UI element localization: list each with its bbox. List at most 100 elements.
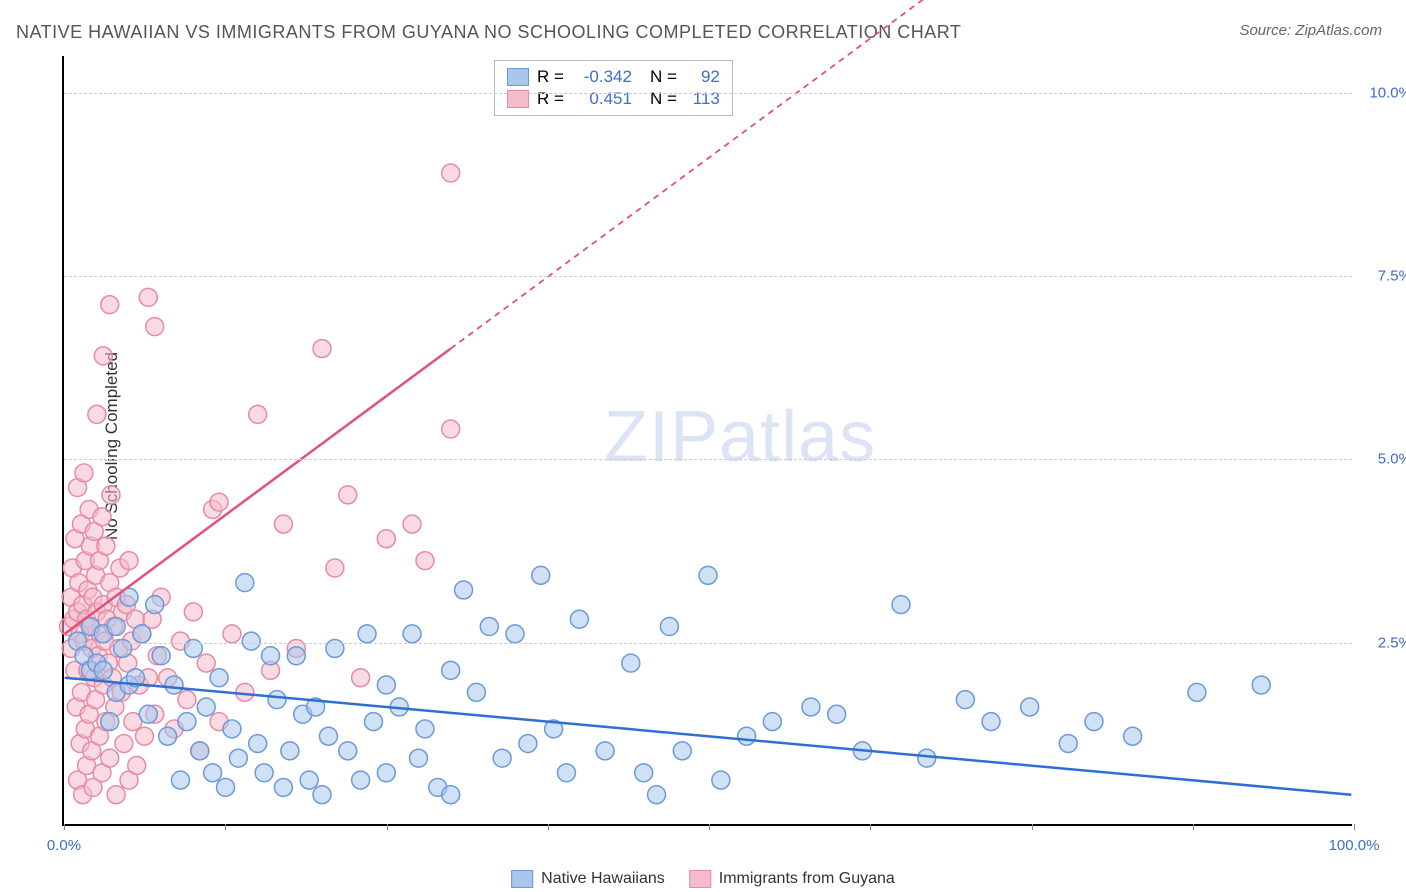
stat-r1: -0.342 bbox=[572, 67, 632, 87]
data-point bbox=[107, 786, 125, 804]
data-point bbox=[403, 625, 421, 643]
data-point bbox=[178, 691, 196, 709]
data-point bbox=[352, 669, 370, 687]
gridline bbox=[64, 276, 1352, 277]
stat-n1: 92 bbox=[685, 67, 720, 87]
scatter-svg bbox=[64, 56, 1352, 824]
data-point bbox=[673, 742, 691, 760]
swatch-series1 bbox=[507, 68, 529, 86]
data-point bbox=[364, 713, 382, 731]
data-point bbox=[274, 778, 292, 796]
data-point bbox=[956, 691, 974, 709]
data-point bbox=[416, 720, 434, 738]
data-point bbox=[102, 486, 120, 504]
data-point bbox=[410, 749, 428, 767]
data-point bbox=[596, 742, 614, 760]
data-point bbox=[101, 749, 119, 767]
x-tick-label: 100.0% bbox=[1329, 837, 1380, 854]
data-point bbox=[699, 566, 717, 584]
data-point bbox=[892, 596, 910, 614]
data-point bbox=[281, 742, 299, 760]
data-point bbox=[217, 778, 235, 796]
trendline-series2-dashed bbox=[451, 0, 1352, 349]
data-point bbox=[139, 288, 157, 306]
data-point bbox=[133, 625, 151, 643]
legend-item-2: Immigrants from Guyana bbox=[689, 870, 895, 888]
x-tick-mark bbox=[548, 824, 549, 830]
y-tick-label: 10.0% bbox=[1357, 84, 1406, 101]
x-tick-label: 0.0% bbox=[47, 837, 81, 854]
data-point bbox=[94, 661, 112, 679]
stat-n-label: N = bbox=[650, 67, 677, 87]
data-point bbox=[262, 647, 280, 665]
data-point bbox=[236, 574, 254, 592]
data-point bbox=[352, 771, 370, 789]
data-point bbox=[442, 420, 460, 438]
data-point bbox=[93, 508, 111, 526]
gridline bbox=[64, 643, 1352, 644]
data-point bbox=[249, 405, 267, 423]
data-point bbox=[152, 647, 170, 665]
stats-legend-box: R = -0.342 N = 92 R = 0.451 N = 113 bbox=[494, 60, 733, 116]
x-tick-mark bbox=[387, 824, 388, 830]
data-point bbox=[184, 603, 202, 621]
data-point bbox=[339, 486, 357, 504]
data-point bbox=[191, 742, 209, 760]
data-point bbox=[918, 749, 936, 767]
legend-label-2: Immigrants from Guyana bbox=[719, 870, 895, 888]
data-point bbox=[255, 764, 273, 782]
data-point bbox=[107, 618, 125, 636]
data-point bbox=[519, 735, 537, 753]
data-point bbox=[660, 618, 678, 636]
x-tick-mark bbox=[870, 824, 871, 830]
y-tick-label: 5.0% bbox=[1357, 451, 1406, 468]
legend-swatch-2 bbox=[689, 870, 711, 888]
data-point bbox=[712, 771, 730, 789]
data-point bbox=[88, 405, 106, 423]
y-tick-label: 7.5% bbox=[1357, 268, 1406, 285]
data-point bbox=[532, 566, 550, 584]
x-tick-mark bbox=[709, 824, 710, 830]
data-point bbox=[223, 625, 241, 643]
data-point bbox=[210, 669, 228, 687]
data-point bbox=[300, 771, 318, 789]
data-point bbox=[455, 581, 473, 599]
data-point bbox=[557, 764, 575, 782]
data-point bbox=[139, 705, 157, 723]
data-point bbox=[416, 552, 434, 570]
data-point bbox=[223, 720, 241, 738]
data-point bbox=[763, 713, 781, 731]
stats-row-1: R = -0.342 N = 92 bbox=[507, 67, 720, 87]
data-point bbox=[982, 713, 1000, 731]
legend-item-1: Native Hawaiians bbox=[511, 870, 665, 888]
data-point bbox=[268, 691, 286, 709]
data-point bbox=[165, 676, 183, 694]
data-point bbox=[635, 764, 653, 782]
data-point bbox=[229, 749, 247, 767]
data-point bbox=[171, 771, 189, 789]
trendline-series2-solid bbox=[65, 349, 451, 634]
data-point bbox=[274, 515, 292, 533]
data-point bbox=[101, 296, 119, 314]
data-point bbox=[197, 698, 215, 716]
y-tick-label: 2.5% bbox=[1357, 634, 1406, 651]
data-point bbox=[287, 647, 305, 665]
data-point bbox=[313, 340, 331, 358]
data-point bbox=[1059, 735, 1077, 753]
data-point bbox=[828, 705, 846, 723]
data-point bbox=[146, 596, 164, 614]
data-point bbox=[242, 632, 260, 650]
legend-swatch-1 bbox=[511, 870, 533, 888]
data-point bbox=[94, 347, 112, 365]
data-point bbox=[442, 661, 460, 679]
data-point bbox=[326, 559, 344, 577]
data-point bbox=[135, 727, 153, 745]
data-point bbox=[377, 764, 395, 782]
data-point bbox=[178, 713, 196, 731]
data-point bbox=[467, 683, 485, 701]
data-point bbox=[210, 493, 228, 511]
data-point bbox=[403, 515, 421, 533]
data-point bbox=[75, 464, 93, 482]
stat-r-label: R = bbox=[537, 67, 564, 87]
data-point bbox=[313, 786, 331, 804]
